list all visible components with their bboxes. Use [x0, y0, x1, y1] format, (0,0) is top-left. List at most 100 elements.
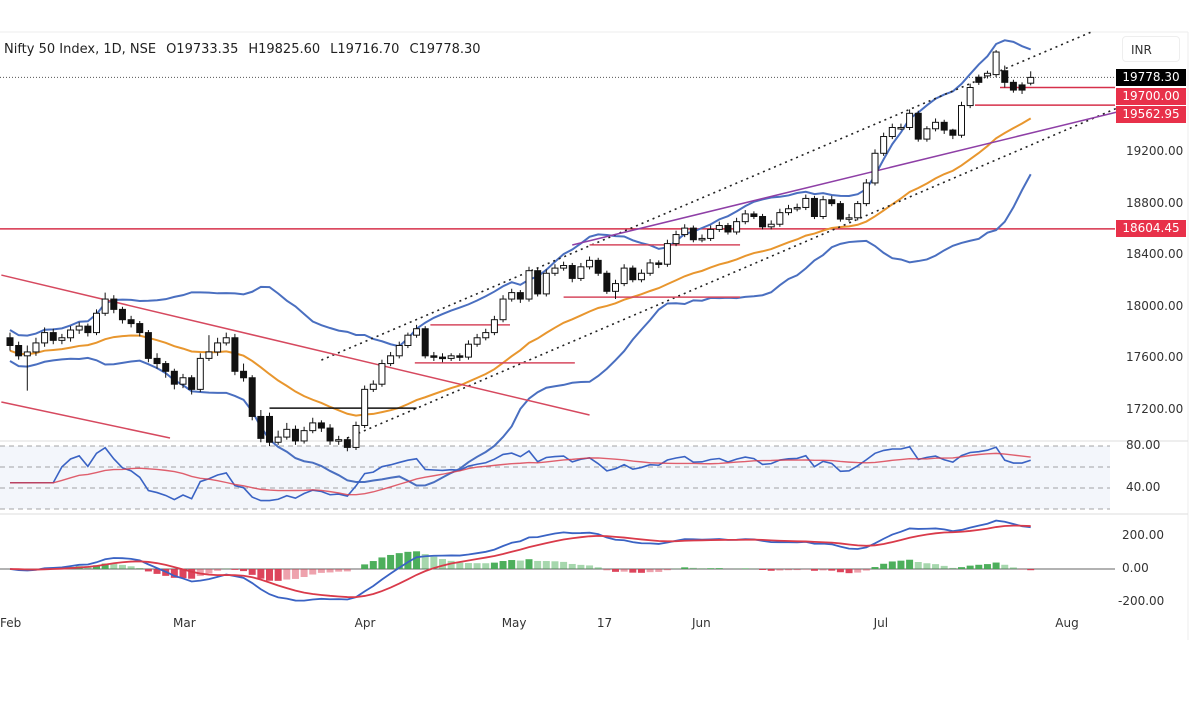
candle-up	[222, 337, 230, 344]
candle-up	[404, 334, 412, 346]
macd-histogram-bar	[620, 569, 628, 572]
candle-up	[888, 126, 896, 138]
macd-histogram-bar	[715, 568, 723, 569]
macd-histogram-bar	[940, 565, 948, 569]
candle-up	[672, 234, 680, 245]
macd-histogram-bar	[966, 565, 974, 569]
macd-histogram-bar	[170, 569, 178, 578]
macd-histogram-bar	[516, 560, 524, 569]
trendline	[572, 111, 1118, 246]
candle-down	[257, 415, 265, 439]
macd-histogram-bar	[196, 569, 204, 577]
macd-histogram-bar	[551, 561, 559, 569]
macd-histogram-bar	[1027, 569, 1035, 571]
price-axis-label: 19200.00	[1126, 144, 1184, 158]
candle-up	[560, 265, 568, 269]
candle-down	[629, 267, 637, 281]
candle-up	[335, 439, 343, 442]
candle-up	[793, 206, 801, 210]
candle-up	[300, 430, 308, 442]
candle-down	[1018, 84, 1026, 91]
macd-histogram-bar	[958, 567, 965, 569]
macd-histogram-bar	[897, 560, 905, 569]
candle-up	[551, 267, 559, 274]
macd-histogram-bar	[577, 564, 585, 569]
macd-axis-label: -200.00	[1118, 594, 1165, 608]
signal-line	[9, 524, 1031, 598]
candle-up	[776, 212, 784, 225]
macd-histogram-bar	[932, 564, 940, 569]
candle-up	[992, 51, 1000, 76]
macd-histogram-bar	[793, 569, 801, 571]
macd-histogram-bar	[880, 563, 888, 569]
macd-axis-label: 200.00	[1122, 528, 1164, 542]
trendline	[321, 31, 1092, 361]
macd-histogram-bar	[828, 569, 836, 571]
candle-down	[975, 76, 983, 83]
macd-histogram-bar	[127, 566, 135, 569]
candle-up	[464, 343, 472, 358]
candle-down	[914, 112, 922, 140]
date-axis-label: Jul	[873, 616, 889, 630]
macd-histogram-bar	[231, 569, 239, 570]
macd-histogram-bar	[456, 562, 464, 569]
candle-up	[637, 272, 645, 281]
macd-histogram-bar	[646, 569, 654, 573]
macd-histogram-bar	[413, 551, 421, 569]
macd-histogram-bar	[785, 569, 792, 571]
candle-up	[378, 363, 386, 385]
date-axis-label: Apr	[354, 616, 376, 630]
bollinger-lower-band	[9, 173, 1032, 487]
macd-histogram-bar	[854, 569, 862, 573]
macd-histogram-bar	[136, 568, 144, 569]
candle-up	[369, 383, 377, 390]
symbol-label: Nifty 50 Index, 1D, NSE	[4, 42, 157, 57]
candle-down	[1009, 81, 1017, 91]
macd-histogram-bar	[534, 560, 542, 569]
macd-histogram-bar	[655, 569, 663, 572]
macd-histogram-bar	[975, 564, 983, 569]
candle-up	[75, 325, 83, 331]
candle-up	[620, 267, 628, 285]
date-axis-label: 17	[596, 616, 613, 630]
macd-histogram-bar	[274, 569, 282, 581]
level-tag-19700: 19700.00	[1116, 88, 1186, 105]
macd-histogram-bar	[482, 563, 490, 569]
macd-histogram-bar	[257, 569, 265, 579]
candle-up	[785, 208, 792, 214]
candle-down	[568, 265, 576, 279]
macd-histogram-bar	[560, 561, 568, 569]
candle-up	[101, 298, 109, 314]
macd-histogram-bar	[93, 565, 100, 569]
macd-histogram-bar	[266, 569, 273, 581]
level-tag-19562: 19562.95	[1116, 106, 1186, 123]
candle-down	[750, 213, 758, 217]
candle-down	[240, 370, 248, 379]
date-axis-label: May	[501, 616, 527, 630]
candle-up	[819, 199, 827, 217]
candle-up	[707, 228, 715, 239]
macd-histogram-bar	[283, 569, 291, 580]
candle-up	[663, 243, 671, 265]
candle-up	[542, 272, 550, 295]
candle-up	[767, 223, 775, 228]
macd-histogram-bar	[101, 563, 109, 569]
close-value: C19778.30	[409, 42, 481, 57]
macd-histogram-bar	[767, 569, 775, 571]
macd-histogram-bar	[914, 561, 922, 569]
candle-down	[291, 428, 299, 442]
macd-histogram-bar	[629, 569, 637, 573]
macd-histogram-bar	[992, 562, 1000, 569]
macd-histogram-bar	[888, 561, 896, 569]
macd-histogram-bar	[862, 569, 870, 571]
ema-line	[9, 117, 1032, 417]
trendline	[347, 107, 1118, 439]
macd-histogram-bar	[810, 569, 818, 571]
currency-button[interactable]: INR	[1122, 36, 1180, 62]
macd-histogram-bar	[681, 567, 689, 569]
macd-histogram-bar	[188, 569, 196, 579]
candle-up	[447, 355, 455, 359]
macd-histogram-bar	[430, 556, 438, 569]
macd-histogram-bar	[240, 569, 248, 572]
